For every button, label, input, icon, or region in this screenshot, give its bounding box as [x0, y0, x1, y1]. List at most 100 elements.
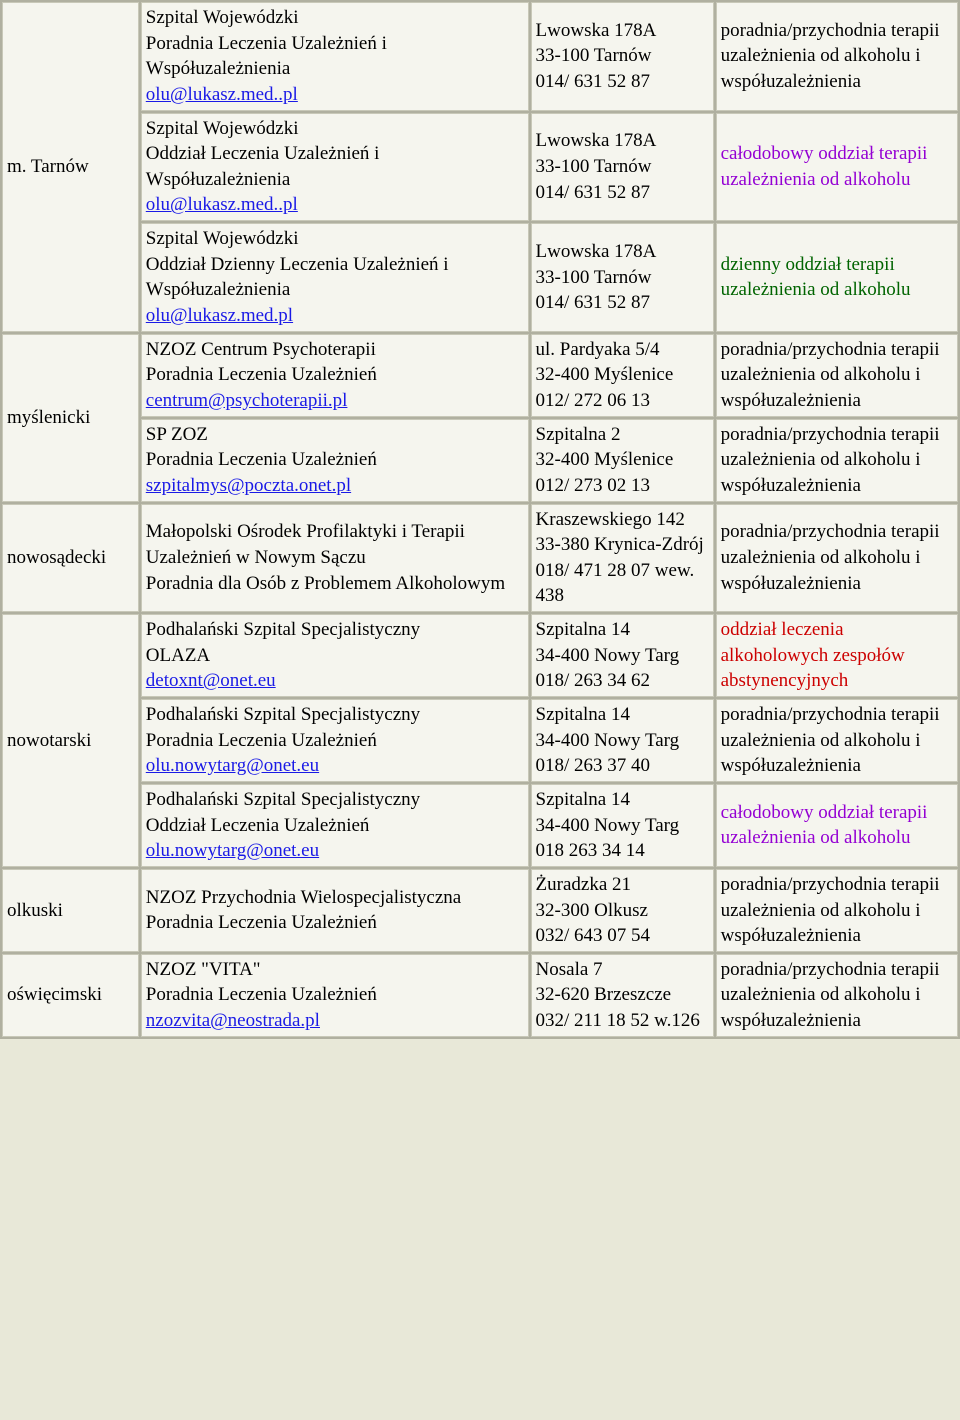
- facility-line: Szpital Wojewódzki: [146, 118, 299, 139]
- type-text: poradnia/przychodnia terapii uzależnieni…: [721, 424, 940, 496]
- address-line: 33-100 Tarnów: [536, 267, 652, 288]
- facility-line: Poradnia Leczenia Uzależnień: [146, 730, 377, 751]
- facility-line: Oddział Leczenia Uzależnień i Współuzale…: [146, 143, 380, 190]
- type-text: poradnia/przychodnia terapii uzależnieni…: [721, 521, 940, 593]
- address-cell: Szpitalna 232-400 Myślenice012/ 273 02 1…: [531, 419, 714, 502]
- region-label: nowotarski: [7, 730, 91, 751]
- type-cell: poradnia/przychodnia terapii uzależnieni…: [716, 699, 958, 782]
- facility-cell: Szpital Wojewódzki Oddział Dzienny Leczen…: [141, 223, 529, 332]
- address-line: Żuradzka 21: [536, 874, 631, 895]
- facility-line: NZOZ Przychodnia Wielospecjalistyczna: [146, 887, 461, 908]
- address-line: 33-100 Tarnów: [536, 156, 652, 177]
- address-cell: Szpitalna 1434-400 Nowy Targ018 263 34 1…: [531, 784, 714, 867]
- facility-line: Podhalański Szpital Specjalistyczny: [146, 704, 420, 725]
- facilities-table: m. Tarnów Szpital Wojewódzki Poradnia Lecz…: [0, 0, 960, 1039]
- table-row: m. TarnówSzpital WojewódzkiPoradnia Lecz…: [2, 2, 958, 111]
- address-line: Szpitalna 14: [536, 704, 630, 725]
- region-label: nowosądecki: [7, 547, 106, 568]
- address-line: ul. Pardyaka 5/4: [536, 339, 660, 360]
- region-cell: myślenicki: [2, 334, 139, 502]
- type-cell: poradnia/przychodnia terapii uzależnieni…: [716, 419, 958, 502]
- facility-line: Poradnia Leczenia Uzależnień i Współuzal…: [146, 33, 387, 80]
- address-line: Lwowska 178A: [536, 130, 657, 151]
- address-line: Lwowska 178A: [536, 20, 657, 41]
- table-row: Podhalański Szpital Specjalistyczny Oddzi…: [2, 784, 958, 867]
- email-link[interactable]: detoxnt@onet.eu: [146, 670, 276, 691]
- facility-cell: SP ZOZPoradnia Leczenia Uzależnieńszpita…: [141, 419, 529, 502]
- region-cell: oświęcimski: [2, 954, 139, 1037]
- address-line: Lwowska 178A: [536, 241, 657, 262]
- address-cell: Lwowska 178A 33-100 Tarnów 014/ 631 52 87: [531, 223, 714, 332]
- region-label: myślenicki: [7, 407, 90, 428]
- facility-cell: Małopolski Ośrodek Profilaktyki i Terapi…: [141, 504, 529, 613]
- address-line: 32-400 Myślenice: [536, 449, 674, 470]
- type-cell: poradnia/przychodnia terapii uzależnieni…: [716, 954, 958, 1037]
- address-line: 33-100 Tarnów: [536, 45, 652, 66]
- region-label: m. Tarnów: [7, 156, 89, 177]
- address-line: 34-400 Nowy Targ: [536, 645, 680, 666]
- region-label: oświęcimski: [7, 984, 102, 1005]
- address-line: 012/ 273 02 13: [536, 475, 651, 496]
- type-cell: poradnia/przychodnia terapii uzależnieni…: [716, 334, 958, 417]
- type-text: poradnia/przychodnia terapii uzależnieni…: [721, 339, 940, 411]
- table-row: Podhalański Szpital Specjalistyczny Porad…: [2, 699, 958, 782]
- address-cell: ul. Pardyaka 5/432-400 Myślenice012/ 272…: [531, 334, 714, 417]
- type-text: całodobowy oddział terapii uzależnienia …: [721, 143, 928, 190]
- facility-line: Poradnia Leczenia Uzależnień: [146, 449, 377, 470]
- table-row: nowotarskiPodhalański Szpital Specjalist…: [2, 614, 958, 697]
- address-line: Szpitalna 14: [536, 619, 630, 640]
- email-link[interactable]: centrum@psychoterapii.pl: [146, 390, 348, 411]
- table-row: oświęcimski NZOZ "VITA" Poradnia Leczenia …: [2, 954, 958, 1037]
- facility-line: Szpital Wojewódzki: [146, 7, 299, 28]
- email-link[interactable]: nzozvita@neostrada.pl: [146, 1010, 320, 1031]
- type-cell: całodobowy oddział terapii uzależnienia …: [716, 784, 958, 867]
- facility-cell: Podhalański Szpital SpecjalistycznyOLAZA…: [141, 614, 529, 697]
- facility-line: NZOZ Centrum Psychoterapii: [146, 339, 376, 360]
- type-text: całodobowy oddział terapii uzależnienia …: [721, 802, 928, 849]
- address-line: Nosala 7: [536, 959, 603, 980]
- facility-line: Podhalański Szpital Specjalistyczny: [146, 789, 420, 810]
- address-line: 32-400 Myślenice: [536, 364, 674, 385]
- region-cell: nowotarski: [2, 614, 139, 867]
- address-cell: Kraszewskiego 14233-380 Krynica-Zdrój018…: [531, 504, 714, 613]
- email-link[interactable]: szpitalmys@poczta.onet.pl: [146, 475, 351, 496]
- email-link[interactable]: olu@lukasz.med..pl: [146, 194, 298, 215]
- type-text: poradnia/przychodnia terapii uzależnieni…: [721, 704, 940, 776]
- address-line: 34-400 Nowy Targ: [536, 730, 680, 751]
- facility-line: Oddział Dzienny Leczenia Uzależnień i Ws…: [146, 254, 449, 301]
- table-body: m. Tarnów Szpital Wojewódzki Poradnia Lecz…: [2, 2, 958, 1037]
- address-line: 32-620 Brzeszcze: [536, 984, 672, 1005]
- type-cell: poradnia/przychodnia terapii uzależnieni…: [716, 869, 958, 952]
- address-line: 018 263 34 14: [536, 840, 645, 861]
- address-line: Kraszewskiego 142: [536, 509, 685, 530]
- facility-line: Poradnia Leczenia Uzależnień: [146, 984, 377, 1005]
- facility-line: Szpital Wojewódzki: [146, 228, 299, 249]
- region-label: olkuski: [7, 900, 63, 921]
- type-text: poradnia/przychodnia terapii uzależnieni…: [721, 874, 940, 946]
- address-line: 018/ 263 37 40: [536, 755, 651, 776]
- region-cell: olkuski: [2, 869, 139, 952]
- facility-cell: NZOZ Centrum PsychoterapiiPoradnia Lecze…: [141, 334, 529, 417]
- address-cell: Szpitalna 14 34-400 Nowy Targ 018/ 263 37 …: [531, 699, 714, 782]
- address-line: 014/ 631 52 87: [536, 292, 651, 313]
- type-text: oddział leczenia alkoholowych zespołów a…: [721, 619, 905, 691]
- email-link[interactable]: olu@lukasz.med.pl: [146, 305, 293, 326]
- address-cell: Żuradzka 2132-300 Olkusz032/ 643 07 54: [531, 869, 714, 952]
- facility-line: NZOZ "VITA": [146, 959, 261, 980]
- region-cell: nowosądecki: [2, 504, 139, 613]
- email-link[interactable]: olu@lukasz.med..pl: [146, 84, 298, 105]
- facility-line: Poradnia dla Osób z Problemem Alkoholowy…: [146, 573, 505, 594]
- facility-line: Podhalański Szpital Specjalistyczny: [146, 619, 420, 640]
- address-cell: Lwowska 178A33-100 Tarnów014/ 631 52 87: [531, 113, 714, 222]
- type-cell: całodobowy oddział terapii uzależnienia …: [716, 113, 958, 222]
- type-text: poradnia/przychodnia terapii uzależnieni…: [721, 20, 940, 92]
- email-link[interactable]: olu.nowytarg@onet.eu: [146, 755, 319, 776]
- address-line: 018/ 263 34 62: [536, 670, 651, 691]
- facility-cell: NZOZ "VITA" Poradnia Leczenia Uzależnień n…: [141, 954, 529, 1037]
- address-line: 014/ 631 52 87: [536, 71, 651, 92]
- facility-cell: NZOZ Przychodnia WielospecjalistycznaPor…: [141, 869, 529, 952]
- facility-cell: Podhalański Szpital Specjalistyczny Oddzi…: [141, 784, 529, 867]
- region-cell: m. Tarnów: [2, 2, 139, 332]
- facility-line: Oddział Leczenia Uzależnień: [146, 815, 370, 836]
- email-link[interactable]: olu.nowytarg@onet.eu: [146, 840, 319, 861]
